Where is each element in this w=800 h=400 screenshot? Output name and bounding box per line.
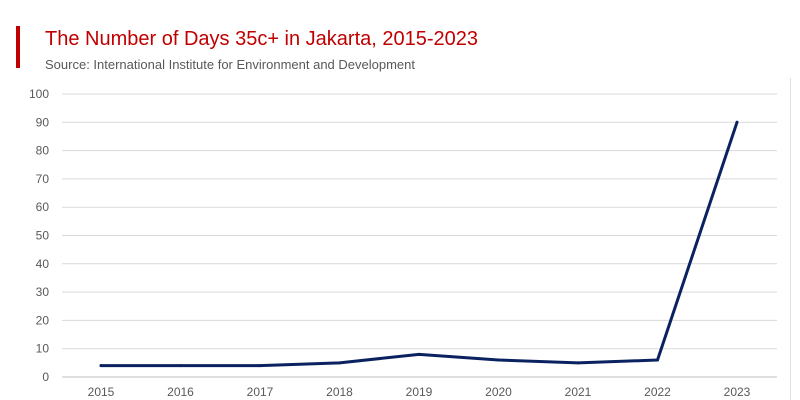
data-point-2018 xyxy=(338,361,341,365)
data-point-2015 xyxy=(99,364,103,368)
x-tick-label: 2017 xyxy=(247,385,274,399)
series-line-0 xyxy=(99,120,739,368)
x-tick-label: 2018 xyxy=(326,385,353,399)
data-point-2022 xyxy=(656,358,659,362)
y-tick-label: 0 xyxy=(42,370,49,384)
grid-lines xyxy=(62,93,777,378)
y-tick-label: 90 xyxy=(36,115,50,129)
data-point-2023 xyxy=(735,120,739,124)
y-tick-label: 100 xyxy=(29,87,49,101)
data-point-2016 xyxy=(179,364,182,368)
series-layer xyxy=(99,120,739,368)
data-point-2021 xyxy=(576,361,580,365)
y-tick-label: 10 xyxy=(36,342,50,356)
data-point-2020 xyxy=(497,358,500,362)
chart-source: Source: International Institute for Envi… xyxy=(45,57,415,72)
x-tick-label: 2015 xyxy=(88,385,115,399)
y-tick-label: 50 xyxy=(36,229,50,243)
right-divider xyxy=(790,78,791,400)
title-accent-bar xyxy=(16,26,20,68)
y-tick-label: 60 xyxy=(36,200,50,214)
x-tick-label: 2021 xyxy=(565,385,592,399)
x-axis: 2015 2016 2017 2018 2019 2020 2021 2022 2023 xyxy=(88,385,751,399)
x-tick-label: 2023 xyxy=(724,385,751,399)
data-point-2017 xyxy=(258,364,262,368)
y-tick-label: 30 xyxy=(36,285,50,299)
data-point-2019 xyxy=(417,352,421,356)
chart-title: The Number of Days 35c+ in Jakarta, 2015… xyxy=(45,28,479,50)
x-tick-label: 2019 xyxy=(406,385,433,399)
y-tick-label: 20 xyxy=(36,313,50,327)
y-tick-label: 80 xyxy=(36,144,50,158)
x-tick-label: 2016 xyxy=(167,385,194,399)
y-tick-label: 40 xyxy=(36,257,50,271)
y-tick-label: 70 xyxy=(36,172,50,186)
y-axis: 0 10 20 30 40 50 60 70 80 90 100 xyxy=(29,87,49,384)
x-tick-label: 2022 xyxy=(644,385,671,399)
x-tick-label: 2020 xyxy=(485,385,512,399)
